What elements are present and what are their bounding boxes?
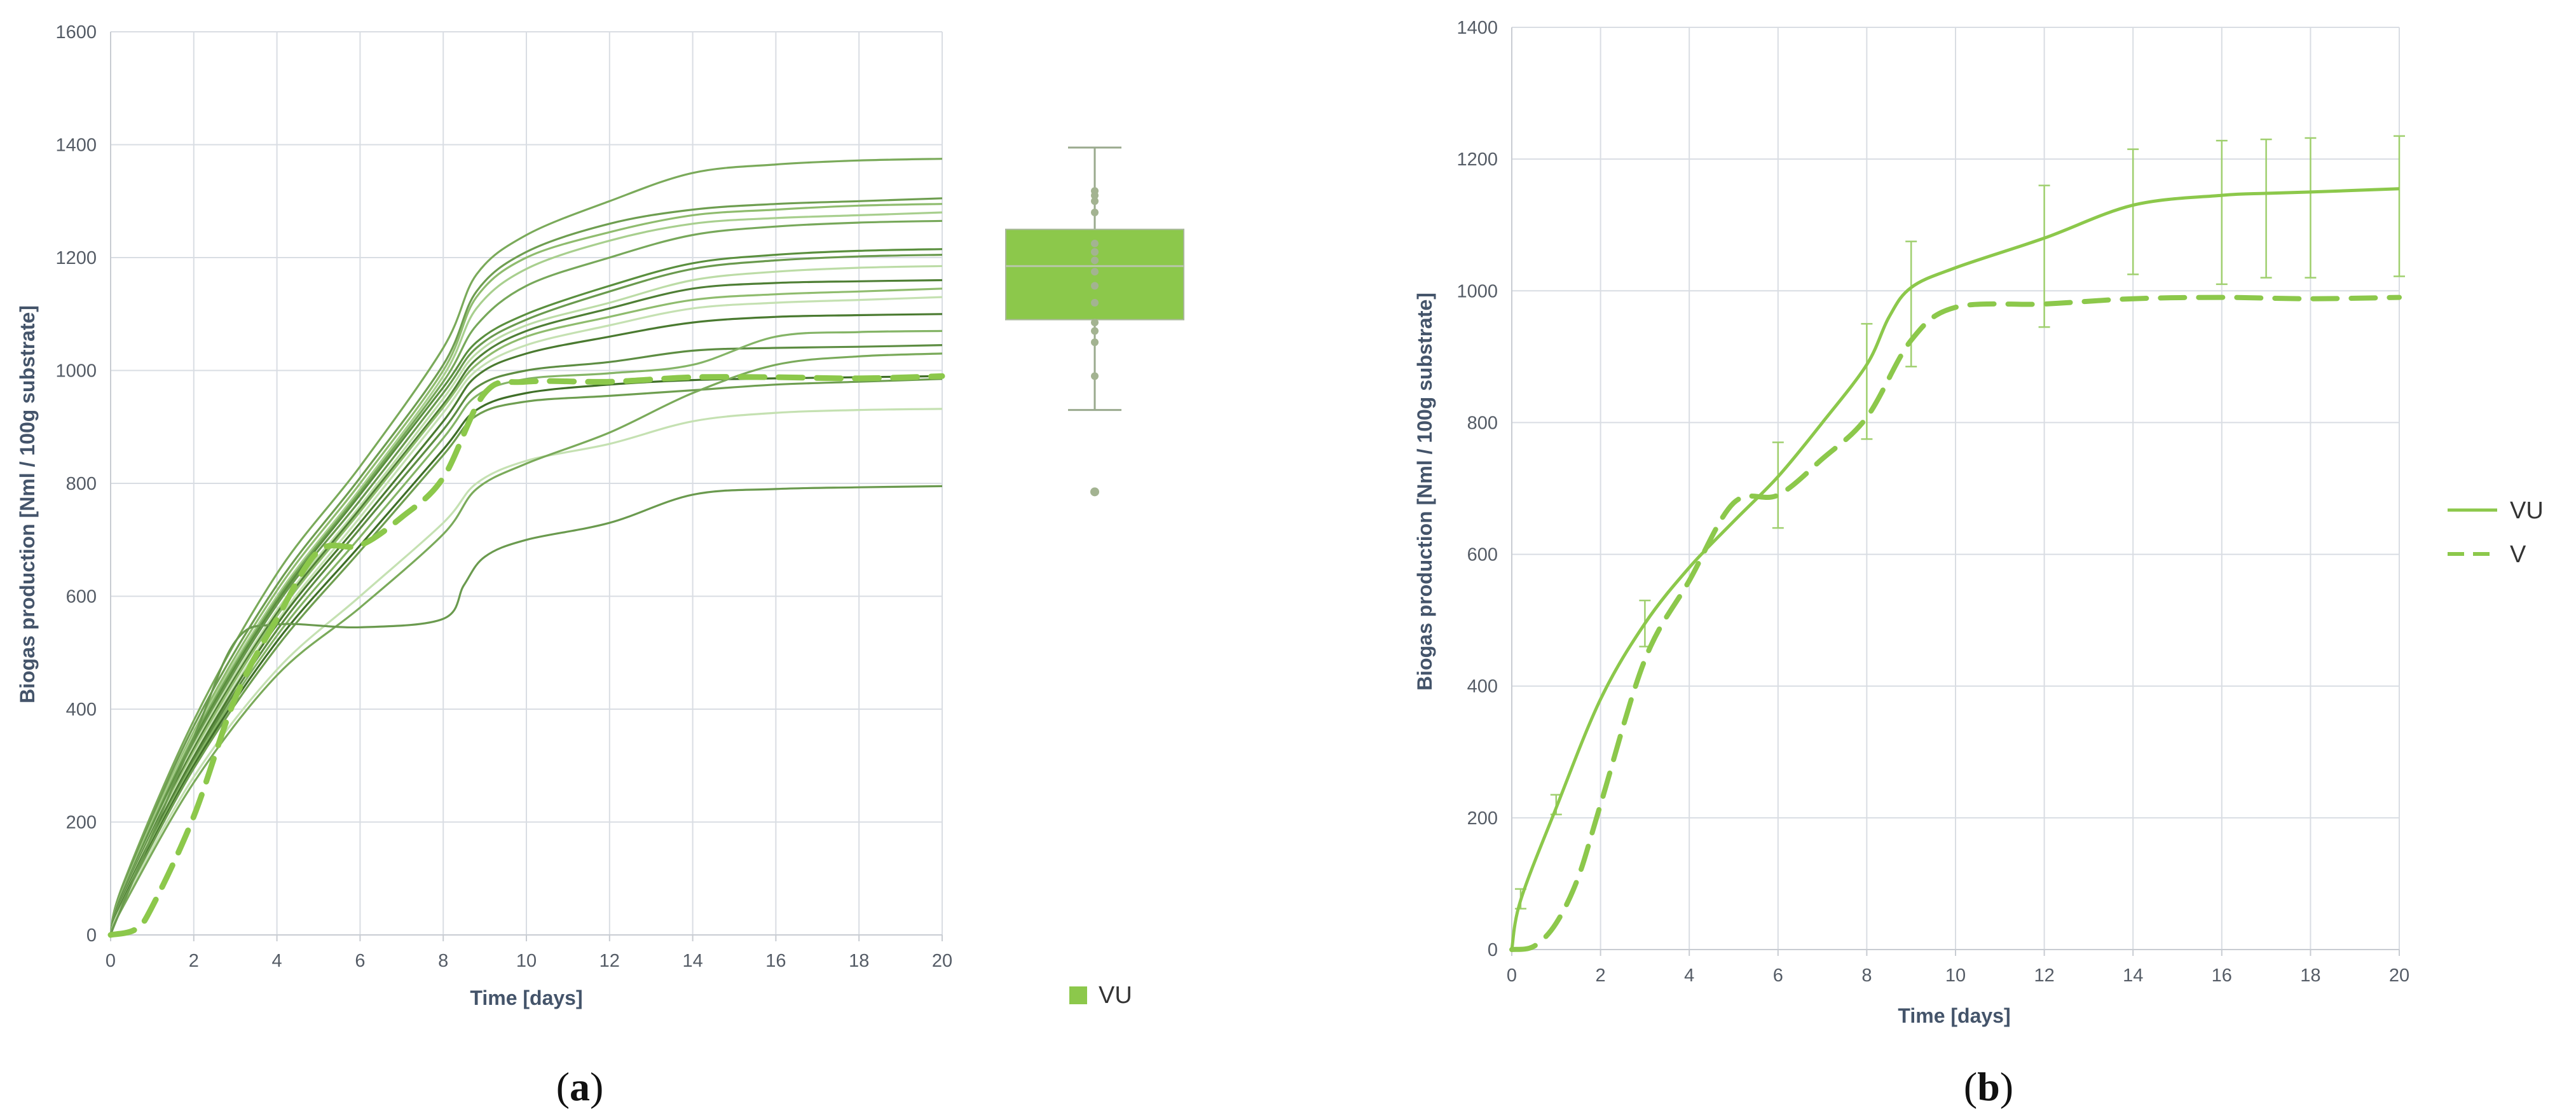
panel-a-y-tick-label: 1600: [55, 22, 97, 43]
panel-a-x-tick-label: 0: [106, 951, 116, 971]
panel-b-chart: 0 200 400 600 800 1000 1200 1400 0 2 4 6 8 10 12 14 16 18…: [1413, 18, 2544, 1109]
panel-a-replicate-line: [109, 296, 943, 936]
panel-b-y-tick-label: 600: [1467, 545, 1498, 565]
panel-a-x-tick-label: 10: [516, 951, 537, 971]
panel-a-x-axis-label: Time [days]: [470, 986, 582, 1009]
panel-b-x-tick-label: 20: [2389, 965, 2409, 986]
boxplot-point: [1091, 299, 1099, 307]
panel-a-y-tick-label: 200: [66, 813, 97, 833]
panel-b-x-axis-label: Time [days]: [1898, 1004, 2010, 1027]
boxplot-point: [1091, 319, 1099, 327]
panel-a-y-tick-label: 600: [66, 587, 97, 607]
panel-b-x-tick-label: 8: [1861, 965, 1872, 986]
panel-a-replicate-line: [109, 279, 943, 936]
panel-b-y-tick-label: 1200: [1456, 149, 1498, 170]
panel-a-replicate-line: [109, 203, 943, 936]
panel-b-x-tick-label: 0: [1507, 965, 1517, 986]
panel-b-x-tick-label: 18: [2300, 965, 2320, 986]
panel-a-replicate-line: [109, 254, 943, 936]
panel-a-y-tick-label: 800: [66, 474, 97, 494]
panel-b-line-v: [1509, 294, 2402, 952]
panel-b-error-bars: [1514, 135, 2405, 910]
boxplot-point: [1091, 372, 1099, 380]
boxplot-point: [1091, 256, 1099, 265]
panel-b-label: (b): [1964, 1064, 2013, 1109]
panel-b-series: [1509, 187, 2402, 952]
panel-a-y-tick-label: 400: [66, 700, 97, 720]
panel-a-axes: [110, 32, 943, 941]
boxplot-point: [1091, 187, 1099, 195]
panel-b-y-tick-label: 200: [1467, 808, 1498, 829]
boxplot-point: [1091, 268, 1099, 276]
boxplot-point: [1091, 327, 1099, 335]
panel-b-letter: b: [1977, 1064, 2000, 1109]
panel-a-y-axis-label: Biogas production [Nml / 100g substrate]: [16, 305, 39, 703]
panel-b-x-tick-label: 4: [1684, 965, 1694, 986]
panel-a-tick-labels: 0 200 400 600 800 1000 1200 1400 1600 0 2 4 6 8 10 12 14…: [55, 22, 952, 971]
boxplot-point: [1091, 197, 1099, 205]
panel-b-y-tick-label: 400: [1467, 677, 1498, 697]
panel-a-replicate-line: [109, 375, 943, 936]
panel-a-x-tick-label: 16: [765, 951, 786, 971]
boxplot-outlier: [1090, 487, 1099, 497]
panel-b-tick-labels: 0 200 400 600 800 1000 1200 1400 0 2 4 6 8 10 12 14 16 18…: [1456, 18, 2409, 986]
panel-a-legend: VU: [1069, 982, 1132, 1009]
panel-b-x-tick-label: 10: [1945, 965, 1966, 986]
panel-a-boxplot: [1005, 146, 1184, 497]
panel-a-replicate-line: [109, 265, 943, 936]
boxplot-point: [1091, 209, 1099, 216]
panel-a-legend-label: VU: [1099, 982, 1132, 1009]
panel-a-x-tick-label: 4: [272, 951, 282, 971]
panel-a-letter: a: [570, 1064, 590, 1109]
panel-b-x-tick-label: 2: [1596, 965, 1606, 986]
panel-b-y-axis-label: Biogas production [Nml / 100g substrate]: [1413, 293, 1436, 691]
panel-a-replicate-line: [109, 485, 943, 936]
panel-b-y-tick-label: 1000: [1456, 281, 1498, 301]
panel-b-legend-vu-label: VU: [2510, 497, 2544, 524]
panel-b-y-tick-label: 0: [1488, 940, 1498, 960]
panel-a-replicate-line: [109, 158, 943, 936]
panel-a-y-tick-label: 1000: [55, 361, 97, 382]
panel-a-x-tick-label: 2: [189, 951, 199, 971]
panel-a-replicate-line: [109, 248, 943, 936]
panel-b-x-tick-label: 14: [2123, 965, 2143, 986]
panel-a-x-tick-label: 6: [355, 951, 365, 971]
panel-a-chart: 0 200 400 600 800 1000 1200 1400 1600 0 2 4 6 8 10 12 14…: [16, 22, 1184, 1109]
panel-a-replicate-line: [109, 197, 943, 936]
boxplot-point: [1091, 248, 1099, 256]
panel-a-x-tick-label: 20: [932, 951, 952, 971]
panel-b-axes: [1511, 27, 2400, 956]
panel-a-legend-swatch: [1069, 986, 1087, 1004]
panel-a-replicate-line: [109, 408, 943, 936]
panel-a-x-tick-label: 8: [438, 951, 448, 971]
panel-a-mean-dashed-line: [107, 373, 945, 938]
panel-a-replicate-line: [109, 329, 943, 936]
panel-a-label: (a): [556, 1064, 604, 1109]
panel-a-x-tick-label: 14: [682, 951, 702, 971]
panel-a-series: [107, 158, 945, 938]
panel-b-x-tick-label: 6: [1773, 965, 1783, 986]
panel-a-y-tick-label: 0: [86, 925, 97, 946]
boxplot-point: [1091, 239, 1099, 247]
panel-b-legend-v-label: V: [2510, 541, 2526, 568]
panel-a-y-tick-label: 1200: [55, 248, 97, 268]
panel-b-line-vu: [1510, 187, 2400, 950]
panel-a-y-tick-label: 1400: [55, 135, 97, 156]
panel-a-replicate-line: [109, 211, 943, 936]
panel-a-replicate-line: [109, 344, 943, 936]
panel-a-x-tick-label: 18: [849, 951, 869, 971]
panel-a-gridlines: [111, 31, 943, 935]
panel-b-y-tick-label: 1400: [1456, 18, 1498, 38]
panel-b-x-tick-label: 12: [2034, 965, 2054, 986]
panel-a-replicate-line: [109, 313, 943, 936]
boxplot-point: [1091, 282, 1099, 290]
panel-b-legend: VU V: [2448, 497, 2544, 568]
panel-a-x-tick-label: 12: [599, 951, 620, 971]
panel-b-y-tick-label: 800: [1467, 413, 1498, 433]
panel-b-x-tick-label: 16: [2212, 965, 2232, 986]
panel-a-replicate-line: [109, 287, 943, 936]
boxplot-point: [1091, 338, 1099, 347]
panel-a-replicate-line: [109, 352, 943, 936]
